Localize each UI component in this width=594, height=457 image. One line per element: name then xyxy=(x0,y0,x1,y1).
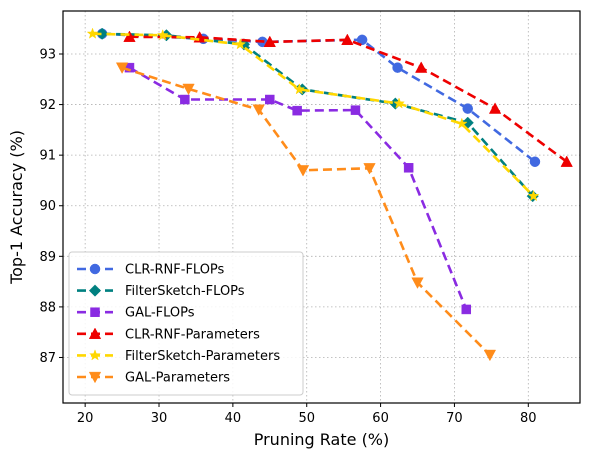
data-point-clr-rnf-flops xyxy=(356,34,368,46)
legend-marker xyxy=(89,263,101,275)
y-tick-label: 93 xyxy=(39,47,56,62)
legend-label: GAL-Parameters xyxy=(125,371,230,386)
data-point-gal-parameters xyxy=(411,277,424,289)
data-point-clr-rnf-parameters xyxy=(560,155,573,167)
legend-label: CLR-RNF-FLOPs xyxy=(125,263,225,278)
data-point-filtersketch-parameters xyxy=(156,29,169,41)
x-tick-label: 80 xyxy=(520,411,537,426)
legend-item-clr-rnf-flops: CLR-RNF-FLOPs xyxy=(77,263,225,278)
legend-item-clr-rnf-parameters: CLR-RNF-Parameters xyxy=(77,327,260,342)
legend-box xyxy=(68,251,304,396)
y-tick-label: 88 xyxy=(39,300,56,315)
x-tick-label: 20 xyxy=(77,411,94,426)
x-tick-label: 70 xyxy=(446,411,463,426)
legend-item-gal-parameters: GAL-Parameters xyxy=(77,371,230,386)
y-tick-label: 87 xyxy=(39,351,56,366)
data-point-gal-parameters xyxy=(252,104,265,116)
data-point-clr-rnf-parameters xyxy=(488,102,502,114)
y-tick-label: 89 xyxy=(39,250,56,265)
data-point-gal-flops xyxy=(403,163,414,173)
legend-marker xyxy=(88,371,102,384)
legend-marker xyxy=(90,307,100,317)
plot-frame xyxy=(62,10,581,404)
legend-item-filtersketch-flops: FilterSketch-FLOPs xyxy=(77,284,245,299)
data-point-filtersketch-parameters xyxy=(455,117,468,129)
y-tick-label: 90 xyxy=(39,199,56,214)
series-line-filtersketch-flops xyxy=(102,32,534,197)
data-point-clr-rnf-parameters xyxy=(415,61,428,73)
grid xyxy=(63,11,580,403)
series-line-clr-rnf-flops xyxy=(102,32,536,163)
y-axis-label: Top-1 Accuracy (%) xyxy=(7,130,26,285)
x-tick-label: 40 xyxy=(225,411,242,426)
data-point-clr-rnf-parameters xyxy=(341,33,354,45)
data-point-gal-flops xyxy=(292,105,302,116)
data-point-clr-rnf-flops xyxy=(462,103,473,114)
data-point-clr-rnf-flops xyxy=(392,62,403,73)
legend-label: FilterSketch-Parameters xyxy=(125,349,280,364)
data-point-gal-parameters xyxy=(182,83,195,96)
data-point-gal-parameters xyxy=(483,349,497,362)
legend-label: CLR-RNF-Parameters xyxy=(125,327,260,342)
data-point-gal-flops xyxy=(265,94,275,105)
legend-marker xyxy=(89,349,101,361)
legend-marker xyxy=(88,327,102,339)
data-point-filtersketch-parameters xyxy=(293,83,306,95)
x-axis-label: Pruning Rate (%) xyxy=(254,430,390,449)
data-point-gal-flops xyxy=(350,105,361,115)
data-point-filtersketch-parameters xyxy=(234,38,247,50)
data-point-gal-parameters xyxy=(363,163,376,175)
data-point-filtersketch-parameters xyxy=(393,97,405,109)
legend: CLR-RNF-FLOPs FilterSketch-FLOPs GAL-FLOPs… xyxy=(68,251,304,396)
series-layer xyxy=(86,27,573,362)
legend-item-filtersketch-parameters: FilterSketch-Parameters xyxy=(77,349,280,364)
data-point-clr-rnf-flops xyxy=(529,156,541,167)
x-tick-label: 30 xyxy=(151,411,168,426)
data-point-filtersketch-parameters xyxy=(527,189,540,202)
series-gal-parameters xyxy=(115,62,497,362)
legend-label: GAL-FLOPs xyxy=(125,306,195,321)
series-filtersketch-parameters xyxy=(86,27,540,202)
data-point-gal-parameters xyxy=(115,62,129,74)
axis-ticks: 20 30 40 50 60 70 80 87 88 89 90 91 92 93 xyxy=(39,47,536,426)
data-point-filtersketch-parameters xyxy=(86,27,99,39)
series-clr-rnf-parameters xyxy=(123,30,573,167)
data-point-clr-rnf-parameters xyxy=(263,35,276,47)
x-tick-label: 50 xyxy=(298,411,315,426)
data-point-clr-rnf-parameters xyxy=(123,30,136,42)
legend-marker xyxy=(88,284,102,297)
legend-item-gal-flops: GAL-FLOPs xyxy=(77,306,195,321)
x-tick-label: 60 xyxy=(372,411,389,426)
y-tick-label: 91 xyxy=(39,149,56,164)
data-point-gal-parameters xyxy=(296,165,310,177)
legend-label: FilterSketch-FLOPs xyxy=(125,284,245,299)
y-tick-label: 92 xyxy=(39,98,56,113)
data-point-gal-flops xyxy=(461,304,472,315)
data-point-gal-flops xyxy=(180,94,190,105)
